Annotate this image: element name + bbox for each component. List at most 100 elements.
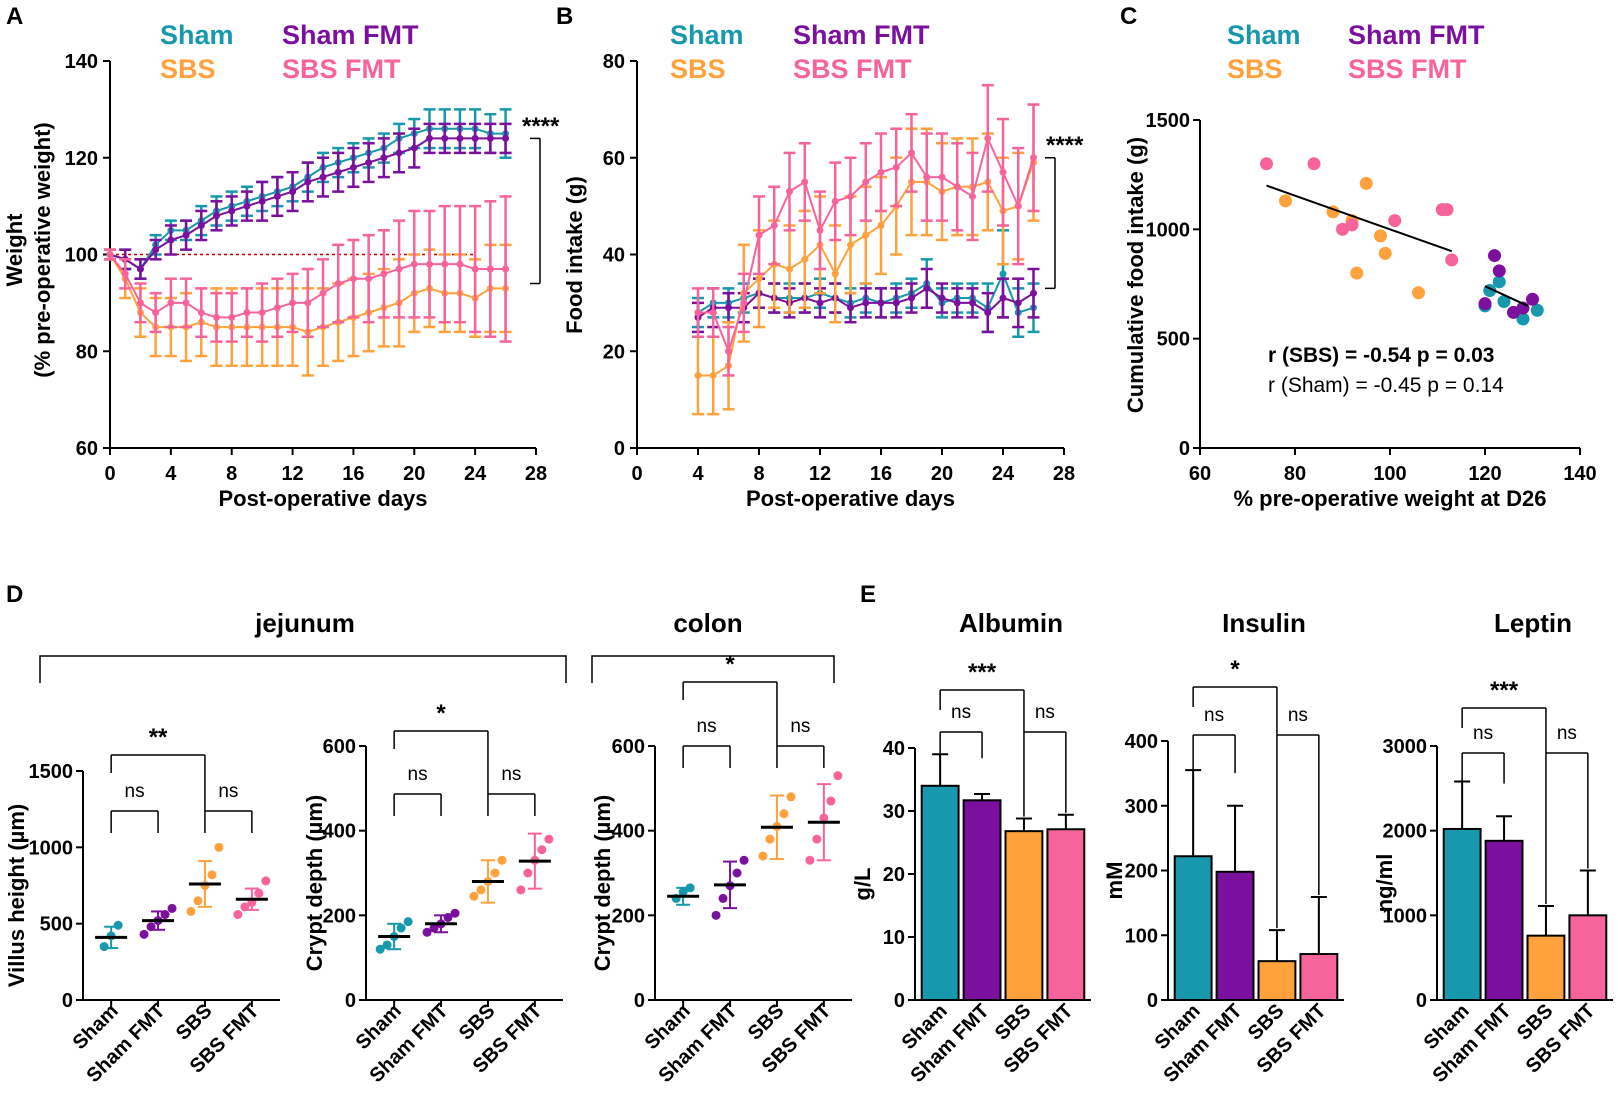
legend-b-sbs: SBS <box>670 54 726 84</box>
data-point <box>395 149 403 157</box>
data-point <box>441 260 449 268</box>
panel-letter-a: A <box>6 3 23 30</box>
bar-group-sham <box>1173 769 1213 1001</box>
legend-b-sbs-fmt: SBS FMT <box>793 54 912 84</box>
y-axis-label-line1: Weight <box>2 213 27 287</box>
data-point <box>426 134 433 142</box>
data-point <box>319 289 327 297</box>
data-point <box>1374 229 1387 243</box>
data-point <box>938 294 946 302</box>
y-tick-label: 1000 <box>1383 905 1428 927</box>
y-tick-label: 3000 <box>1383 736 1428 758</box>
bar-group-sbs-fmt <box>1568 869 1608 1001</box>
data-point <box>319 173 327 181</box>
data-point <box>1350 266 1364 280</box>
y-axis-label-d3: Crypt depth (µm) <box>590 795 615 971</box>
comparison-label-d1-3: ** <box>149 724 168 751</box>
data-point <box>1492 275 1506 289</box>
y-tick-label: 0 <box>634 990 645 1012</box>
data-point <box>289 299 297 307</box>
data-point <box>694 371 702 379</box>
data-point <box>99 942 109 952</box>
x-tick-label: 8 <box>753 463 764 485</box>
data-point <box>273 192 281 200</box>
data-point <box>334 280 342 288</box>
data-point <box>1478 297 1492 311</box>
data-point <box>892 163 900 171</box>
jejunum-bracket <box>39 655 567 683</box>
comparison-label-e3-3: *** <box>1490 677 1519 704</box>
y-axis-label-e3: ng/ml <box>1372 854 1397 913</box>
y-axis-label-e2: mM <box>1102 862 1127 900</box>
data-point <box>243 309 251 317</box>
legend-a-sham-fmt: Sham FMT <box>282 20 419 50</box>
chart-title-e2: Insulin <box>1222 608 1306 638</box>
data-point <box>471 134 479 142</box>
bar-group-sbs-fmt <box>1299 896 1339 1002</box>
data-point <box>136 265 144 273</box>
data-point <box>755 231 763 239</box>
data-point <box>984 309 992 317</box>
data-point <box>740 299 748 307</box>
y-tick-label: 80 <box>76 341 98 363</box>
data-point <box>969 299 976 307</box>
y-tick-label: 0 <box>614 438 625 460</box>
comparison-label-d2-1: ns <box>408 764 428 785</box>
y-tick-label: 500 <box>1157 329 1190 351</box>
correlation-sbs: r (SBS) = -0.54 p = 0.03 <box>1268 344 1494 367</box>
bar <box>920 784 960 1001</box>
data-point <box>847 304 854 312</box>
data-point <box>801 178 809 186</box>
data-point <box>1378 246 1392 260</box>
data-point <box>334 168 342 176</box>
comparison-label-d3-3: * <box>725 651 735 678</box>
data-point <box>304 299 312 307</box>
data-point <box>289 188 297 196</box>
data-point <box>786 265 793 273</box>
data-point <box>213 212 220 220</box>
data-point <box>1412 286 1425 300</box>
data-point <box>770 221 778 229</box>
data-point <box>1445 253 1459 267</box>
data-point <box>999 294 1007 302</box>
group-sbs <box>469 855 507 904</box>
fit-line-sham <box>1484 285 1529 307</box>
group-sbs <box>758 792 796 861</box>
data-point <box>167 903 177 913</box>
data-point <box>450 908 460 918</box>
data-point <box>801 255 809 263</box>
data-point <box>375 944 385 954</box>
y-tick-label: 120 <box>65 148 98 170</box>
y-tick-label: 0 <box>1147 990 1158 1012</box>
data-point <box>877 299 885 307</box>
bar-group-sbs <box>1004 817 1044 1001</box>
y-tick-label: 100 <box>1125 925 1158 947</box>
data-point <box>1345 218 1359 232</box>
data-point <box>471 265 479 273</box>
group-sbs-fmt <box>516 832 554 895</box>
panel-letter-e: E <box>860 581 876 608</box>
data-point <box>892 299 900 307</box>
y-tick-label: 500 <box>40 914 73 936</box>
y-tick-label: 0 <box>1416 990 1427 1012</box>
data-point <box>207 870 217 880</box>
data-point <box>243 202 251 210</box>
data-point <box>1030 289 1037 297</box>
comparison-label-d3-2: ns <box>790 716 810 737</box>
series-sbs-fmt <box>104 195 512 343</box>
y-tick-label: 1000 <box>29 837 74 859</box>
comparison-label-e3-2: ns <box>1557 723 1577 744</box>
data-point <box>1492 264 1506 278</box>
data-point <box>739 855 749 865</box>
comparison-label-d1-1: ns <box>125 781 145 802</box>
group-sbs-fmt <box>233 876 271 920</box>
group-sham <box>667 883 700 906</box>
y-axis-label: Cumulative food intake (g) <box>1123 137 1148 413</box>
data-point <box>877 168 885 176</box>
data-point <box>725 304 732 312</box>
data-point <box>847 241 854 249</box>
bar-group-sham-fmt <box>1484 815 1524 1001</box>
data-point <box>365 159 373 167</box>
y-axis-label: Food intake (g) <box>562 176 587 334</box>
data-point <box>254 888 264 898</box>
